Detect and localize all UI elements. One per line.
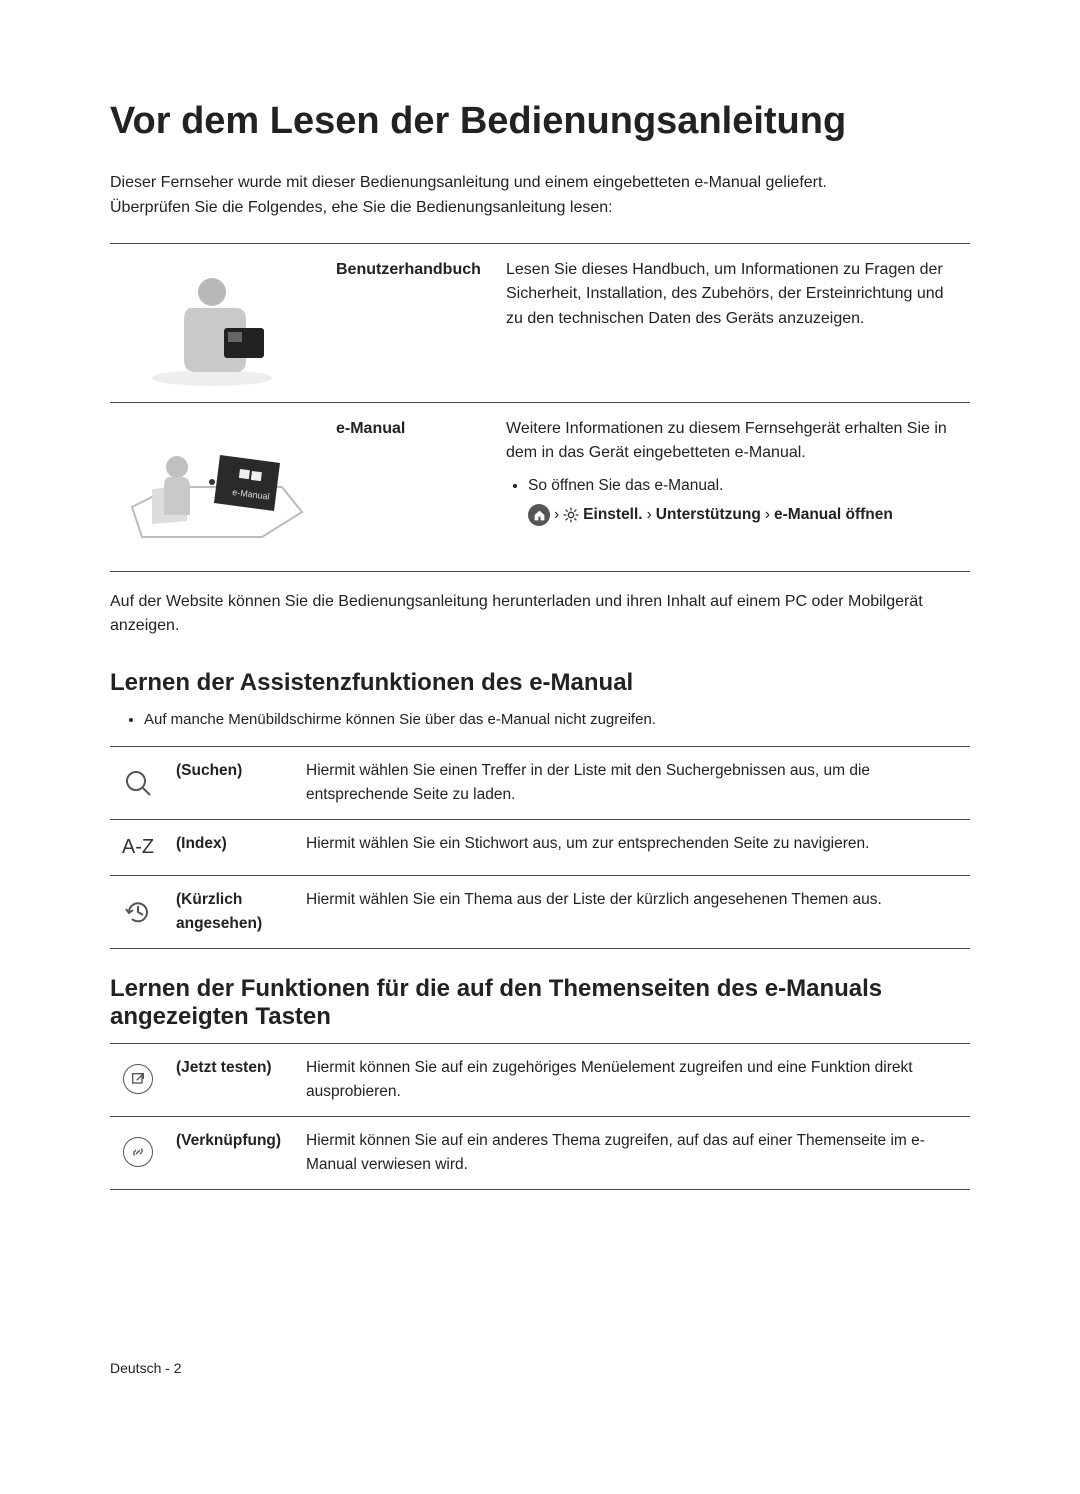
intro-text: Dieser Fernseher wurde mit dieser Bedien… <box>110 171 970 221</box>
table-row: (Suchen) Hiermit wählen Sie einen Treffe… <box>110 746 970 819</box>
desc-jetzt-testen: Hiermit können Sie auf ein zugehöriges M… <box>296 1043 970 1116</box>
term-suchen: (Suchen) <box>166 746 296 819</box>
table-row: (Jetzt testen) Hiermit können Sie auf ei… <box>110 1043 970 1116</box>
term-jetzt-testen: (Jetzt testen) <box>166 1043 296 1116</box>
separator: › <box>765 503 770 528</box>
index-icon: A-Z <box>110 819 166 875</box>
bullet-text: So öffnen Sie das e-Manual. <box>528 477 723 494</box>
illustration-e-manual: e-Manual <box>110 402 324 571</box>
label-user-manual: Benutzerhandbuch <box>324 243 494 402</box>
link-icon <box>110 1116 166 1189</box>
path-einstell: Einstell. <box>583 503 642 528</box>
path-unterstuetzung: Unterstützung <box>656 503 761 528</box>
gear-icon <box>563 507 579 523</box>
heading-tasten: Lernen der Funktionen für die auf den Th… <box>110 975 970 1031</box>
desc-suchen: Hiermit wählen Sie einen Treffer in der … <box>296 746 970 819</box>
term-verknuepfung: (Verknüpfung) <box>166 1116 296 1189</box>
separator: › <box>554 503 559 528</box>
home-icon <box>528 504 550 526</box>
page-footer: Deutsch - 2 <box>110 1360 970 1376</box>
heading-assistenz: Lernen der Assistenzfunktionen des e-Man… <box>110 669 970 697</box>
desc-index: Hiermit wählen Sie ein Stichwort aus, um… <box>296 819 970 875</box>
table-row: (Kürzlich angesehen) Hiermit wählen Sie … <box>110 875 970 948</box>
assistenz-table: (Suchen) Hiermit wählen Sie einen Treffe… <box>110 746 970 949</box>
try-now-icon <box>110 1043 166 1116</box>
intro-line2: Überprüfen Sie die Folgendes, ehe Sie di… <box>110 199 613 216</box>
note-list: Auf manche Menübildschirme können Sie üb… <box>110 709 970 732</box>
tasten-table: (Jetzt testen) Hiermit können Sie auf ei… <box>110 1043 970 1190</box>
emanual-open-bullet: So öffnen Sie das e-Manual. › Einstell. … <box>528 474 958 528</box>
table-row: A-Z (Index) Hiermit wählen Sie ein Stich… <box>110 819 970 875</box>
desc-e-manual: Weitere Informationen zu diesem Fernsehg… <box>494 402 970 571</box>
desc-verknuepfung: Hiermit können Sie auf ein anderes Thema… <box>296 1116 970 1189</box>
note-item: Auf manche Menübildschirme können Sie üb… <box>144 709 970 732</box>
term-kuerzlich: (Kürzlich angesehen) <box>166 875 296 948</box>
path-emanual-oeffnen: e-Manual öffnen <box>774 503 893 528</box>
table-row: e-Manual e-Manual Weitere Informationen … <box>110 402 970 571</box>
illustration-user-manual <box>110 243 324 402</box>
separator: › <box>647 503 652 528</box>
table-row: Benutzerhandbuch Lesen Sie dieses Handbu… <box>110 243 970 402</box>
manuals-table: Benutzerhandbuch Lesen Sie dieses Handbu… <box>110 243 970 572</box>
term-index: (Index) <box>166 819 296 875</box>
label-e-manual: e-Manual <box>324 402 494 571</box>
recent-icon <box>110 875 166 948</box>
intro-line1: Dieser Fernseher wurde mit dieser Bedien… <box>110 174 827 191</box>
footnote: Auf der Website können Sie die Bedienung… <box>110 590 970 640</box>
desc-user-manual: Lesen Sie dieses Handbuch, um Informatio… <box>494 243 970 402</box>
nav-path: › Einstell. › Unterstützung › e-Manual ö… <box>528 503 958 528</box>
emanual-desc-text: Weitere Informationen zu diesem Fernsehg… <box>506 420 947 462</box>
table-row: (Verknüpfung) Hiermit können Sie auf ein… <box>110 1116 970 1189</box>
page-title: Vor dem Lesen der Bedienungsanleitung <box>110 100 970 143</box>
desc-kuerzlich: Hiermit wählen Sie ein Thema aus der Lis… <box>296 875 970 948</box>
search-icon <box>110 746 166 819</box>
